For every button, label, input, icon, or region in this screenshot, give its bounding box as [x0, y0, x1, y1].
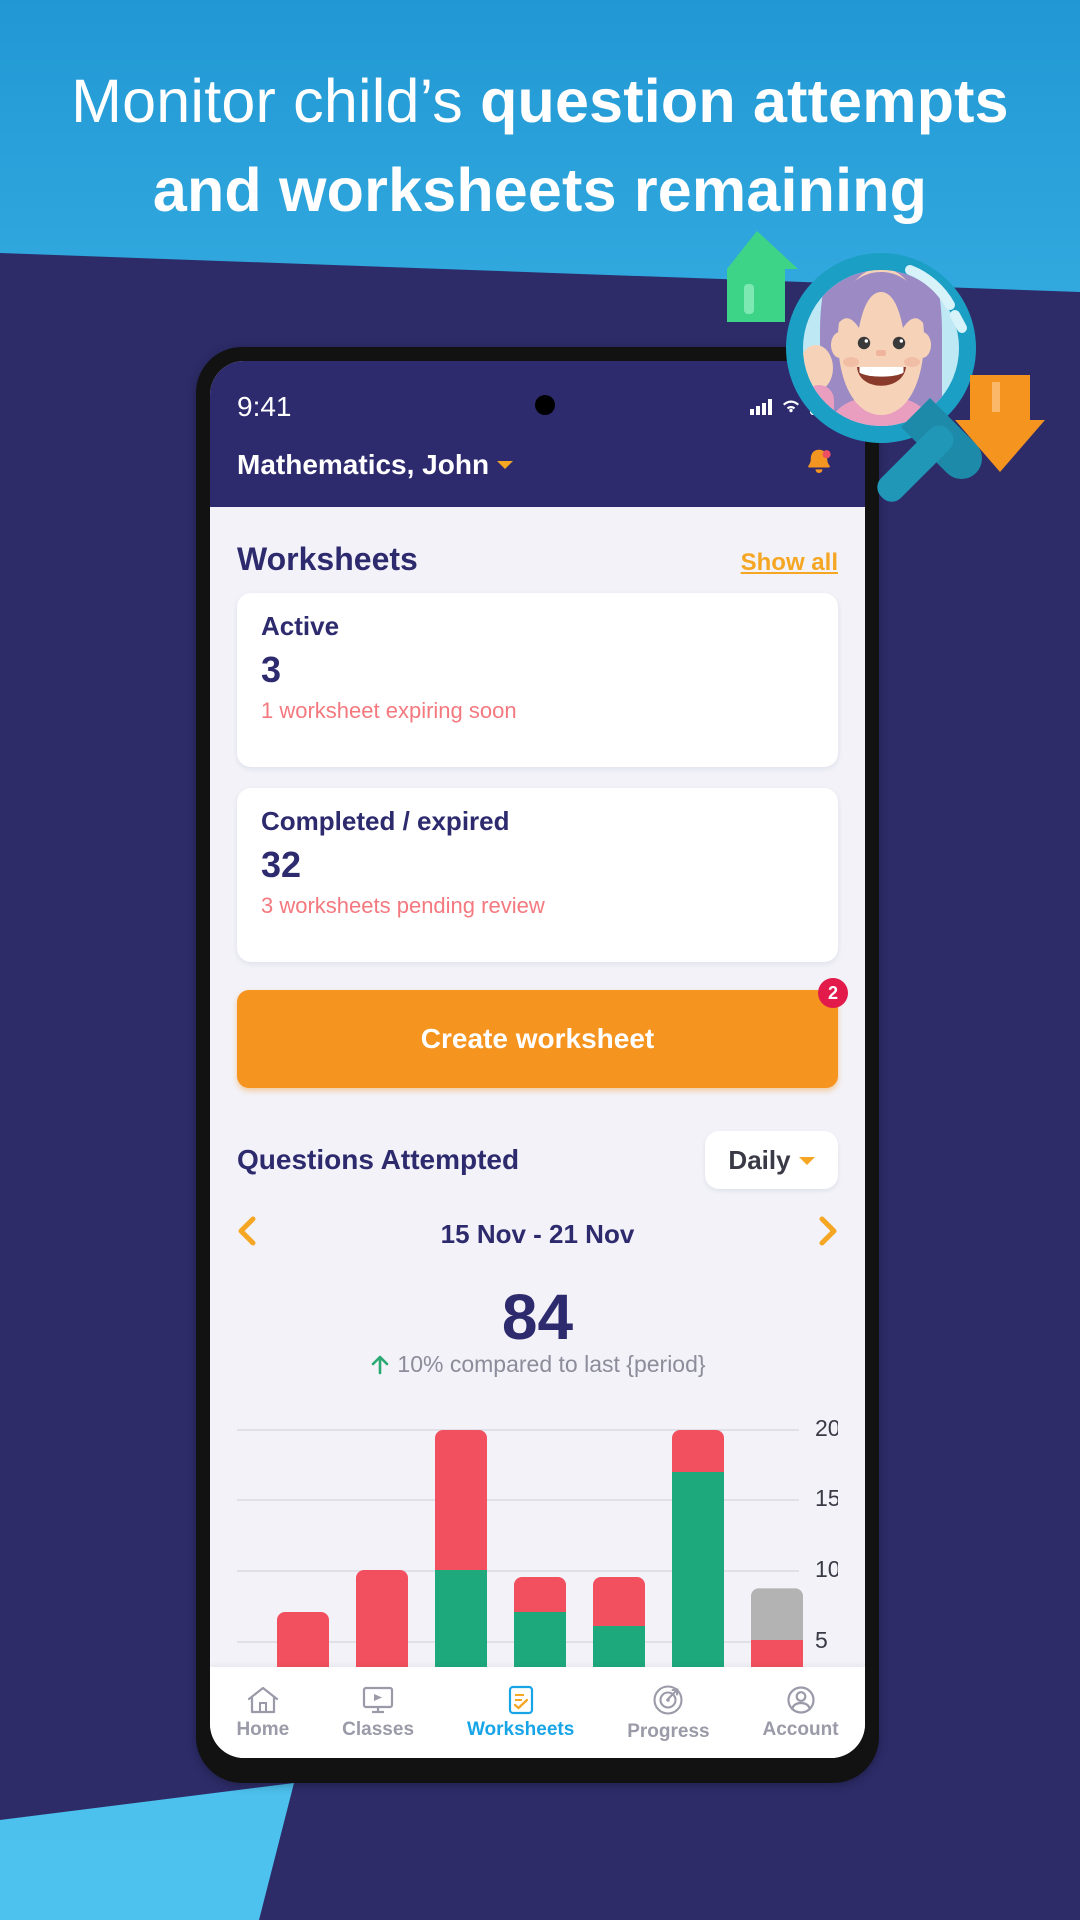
svg-text:10: 10: [815, 1556, 838, 1582]
svg-text:5: 5: [815, 1627, 828, 1653]
svg-text:20: 20: [815, 1420, 838, 1441]
svg-text:15: 15: [815, 1485, 838, 1511]
